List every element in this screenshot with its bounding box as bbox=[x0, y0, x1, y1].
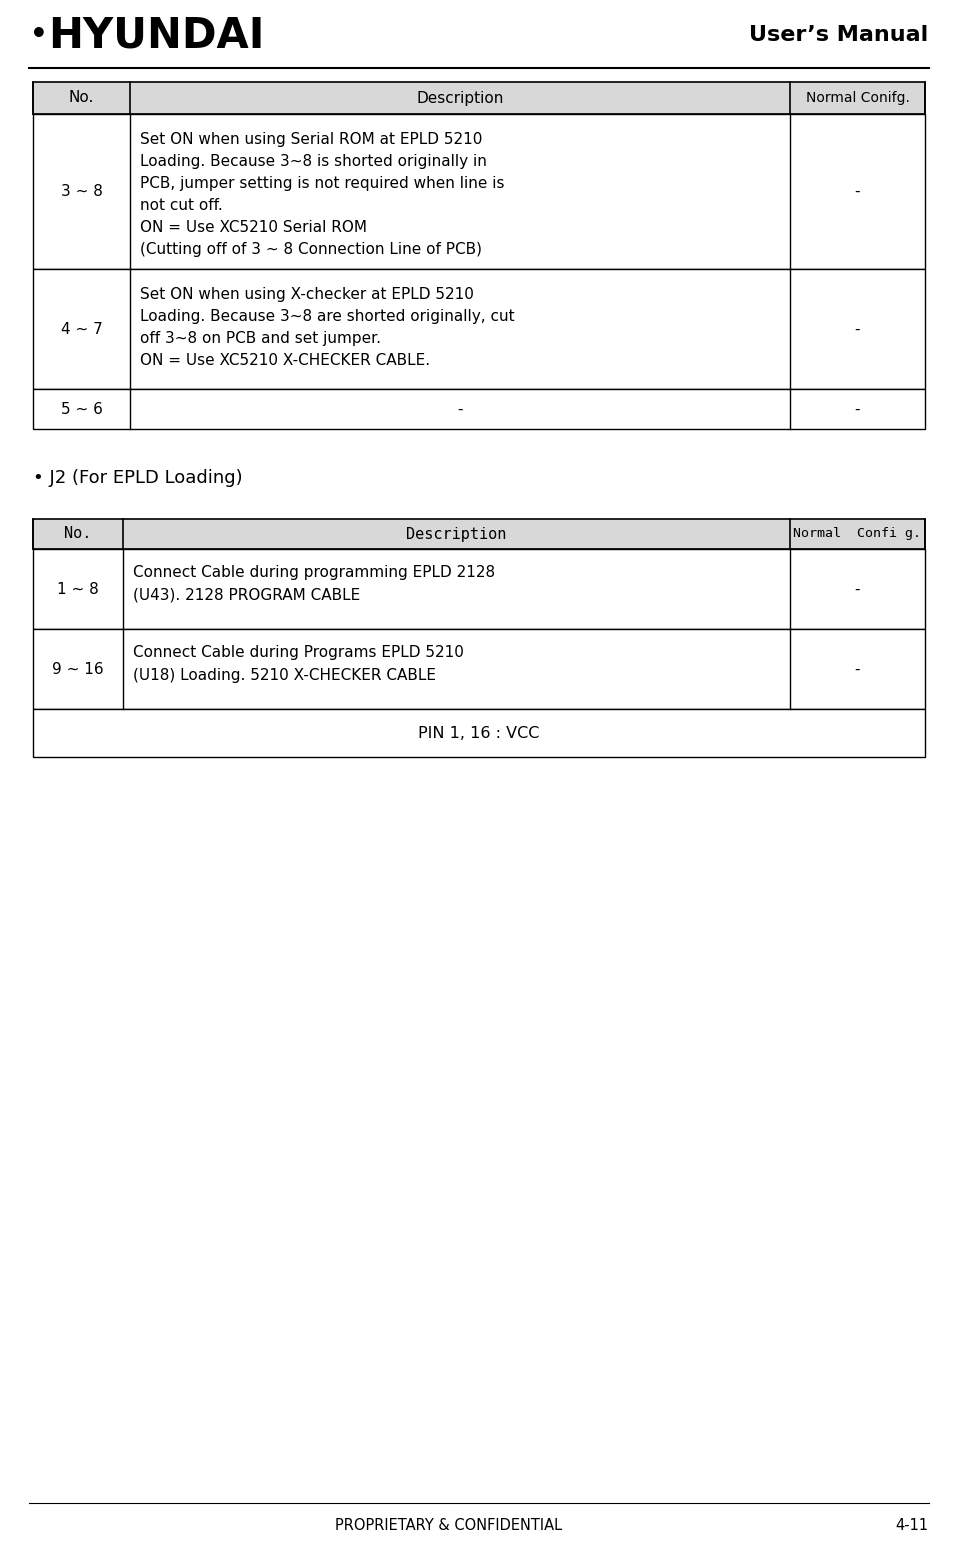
Text: (Cutting off of 3 ~ 8 Connection Line of PCB): (Cutting off of 3 ~ 8 Connection Line of… bbox=[140, 242, 482, 256]
Text: PCB, jumper setting is not required when line is: PCB, jumper setting is not required when… bbox=[140, 175, 505, 191]
Text: •: • bbox=[30, 22, 48, 50]
Text: Loading. Because 3~8 are shorted originally, cut: Loading. Because 3~8 are shorted origina… bbox=[140, 309, 514, 325]
Text: not cut off.: not cut off. bbox=[140, 197, 223, 213]
Bar bbox=[33, 710, 925, 756]
Text: -: - bbox=[855, 402, 860, 416]
Bar bbox=[33, 550, 925, 629]
Bar bbox=[33, 388, 925, 429]
Text: (U43). 2128 PROGRAM CABLE: (U43). 2128 PROGRAM CABLE bbox=[133, 589, 360, 603]
Text: Connect Cable during programming EPLD 2128: Connect Cable during programming EPLD 21… bbox=[133, 565, 495, 579]
Text: Normal  Confi g.: Normal Confi g. bbox=[793, 528, 922, 540]
Text: PROPRIETARY & CONFIDENTIAL: PROPRIETARY & CONFIDENTIAL bbox=[335, 1517, 562, 1533]
Text: Set ON when using X-checker at EPLD 5210: Set ON when using X-checker at EPLD 5210 bbox=[140, 287, 474, 301]
Text: Set ON when using Serial ROM at EPLD 5210: Set ON when using Serial ROM at EPLD 521… bbox=[140, 132, 483, 148]
Text: Loading. Because 3~8 is shorted originally in: Loading. Because 3~8 is shorted original… bbox=[140, 154, 487, 169]
Text: -: - bbox=[855, 662, 860, 677]
Text: (U18) Loading. 5210 X-CHECKER CABLE: (U18) Loading. 5210 X-CHECKER CABLE bbox=[133, 668, 436, 683]
Text: 3 ~ 8: 3 ~ 8 bbox=[60, 183, 103, 199]
Text: 1 ~ 8: 1 ~ 8 bbox=[57, 581, 99, 596]
Bar bbox=[33, 269, 925, 388]
Text: 5 ~ 6: 5 ~ 6 bbox=[60, 402, 103, 416]
Text: PIN 1, 16 : VCC: PIN 1, 16 : VCC bbox=[419, 725, 539, 741]
Text: 4 ~ 7: 4 ~ 7 bbox=[60, 321, 103, 337]
Bar bbox=[33, 519, 925, 550]
Text: 9 ~ 16: 9 ~ 16 bbox=[52, 662, 103, 677]
Text: No.: No. bbox=[64, 526, 92, 542]
Bar bbox=[33, 113, 925, 269]
Text: Description: Description bbox=[406, 526, 507, 542]
Text: -: - bbox=[855, 321, 860, 337]
Text: • J2 (For EPLD Loading): • J2 (For EPLD Loading) bbox=[33, 469, 242, 488]
Bar bbox=[33, 82, 925, 113]
Text: -: - bbox=[855, 183, 860, 199]
Text: Normal Conifg.: Normal Conifg. bbox=[806, 92, 909, 106]
Text: No.: No. bbox=[69, 90, 94, 106]
Bar bbox=[33, 629, 925, 710]
Text: -: - bbox=[457, 402, 463, 416]
Text: Connect Cable during Programs EPLD 5210: Connect Cable during Programs EPLD 5210 bbox=[133, 644, 464, 660]
Text: Description: Description bbox=[417, 90, 504, 106]
Text: off 3~8 on PCB and set jumper.: off 3~8 on PCB and set jumper. bbox=[140, 331, 381, 346]
Text: ON = Use XC5210 X-CHECKER CABLE.: ON = Use XC5210 X-CHECKER CABLE. bbox=[140, 353, 430, 368]
Text: -: - bbox=[855, 581, 860, 596]
Text: User’s Manual: User’s Manual bbox=[749, 25, 928, 45]
Text: 4-11: 4-11 bbox=[895, 1517, 928, 1533]
Text: HYUNDAI: HYUNDAI bbox=[48, 14, 264, 56]
Text: ON = Use XC5210 Serial ROM: ON = Use XC5210 Serial ROM bbox=[140, 221, 367, 235]
